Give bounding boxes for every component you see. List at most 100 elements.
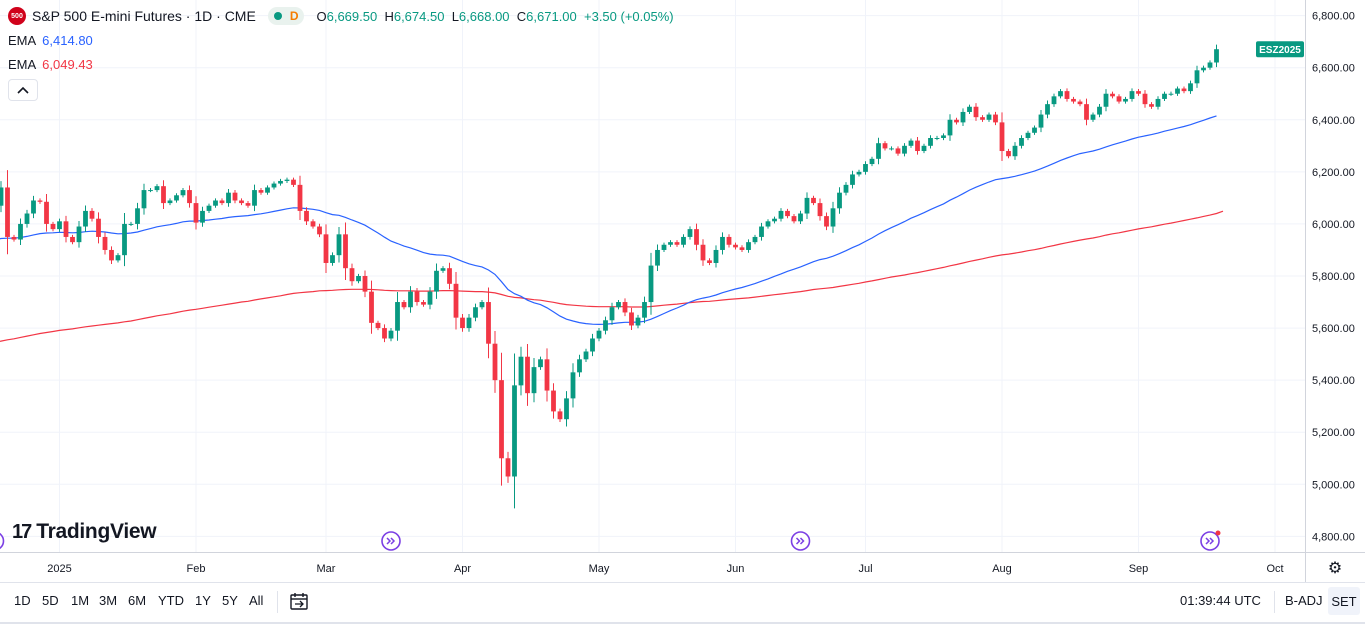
event-marker-icon[interactable]: [1200, 531, 1220, 551]
event-marker-icon[interactable]: [0, 532, 5, 550]
ohlc-close: C6,671.00: [516, 8, 577, 24]
gear-icon[interactable]: ⚙: [1327, 560, 1343, 577]
candle-up: [1058, 89, 1063, 99]
candle-up: [1012, 142, 1018, 160]
ema-fast-value: 6,414.80: [42, 33, 93, 48]
candle-up: [603, 316, 608, 335]
candle-down: [375, 320, 381, 331]
candle-up: [655, 244, 660, 272]
candle-up: [180, 187, 186, 198]
legend-collapse-button[interactable]: [8, 79, 38, 101]
ema-slow-label: EMA: [8, 57, 37, 72]
candle-down: [824, 212, 829, 231]
ohlc-values: O6,669.50 H6,674.50 L6,668.00 C6,671.00 …: [316, 9, 673, 24]
candle-up: [1188, 80, 1193, 94]
candle-up: [531, 358, 537, 403]
y-tick-label: 5,200.00: [1312, 427, 1355, 439]
candle-down: [1077, 99, 1083, 107]
candle-down: [707, 258, 712, 266]
candle-up: [24, 209, 30, 228]
candle-up: [57, 218, 62, 232]
candle-down: [414, 287, 420, 306]
ema-fast-line: [0, 115, 1217, 326]
price-axis[interactable]: 6,800.00 6,600.00 6,400.00 6,200.00 6,000.00…: [1256, 0, 1355, 582]
candle-up: [1019, 135, 1024, 149]
candle-down: [882, 141, 888, 151]
candle-up: [1207, 60, 1213, 70]
candle-up: [778, 208, 784, 222]
tradingview-wordmark: TradingView: [36, 520, 157, 543]
candle-down: [44, 194, 49, 232]
range-1d-button[interactable]: 1D: [14, 593, 31, 608]
candle-up: [278, 178, 283, 186]
candle-down: [499, 352, 504, 486]
candle-up: [616, 299, 621, 310]
candle-up: [668, 240, 673, 247]
candle-up: [837, 187, 842, 214]
candle-up: [1051, 93, 1057, 107]
y-tick-label: 6,000.00: [1312, 219, 1355, 231]
range-5d-button[interactable]: 5D: [42, 593, 59, 608]
candle-up: [765, 219, 771, 229]
candle-up: [804, 192, 810, 219]
range-ytd-button[interactable]: YTD: [158, 593, 184, 608]
candle-down: [297, 175, 303, 221]
ema-fast-legend[interactable]: EMA 6,414.80: [8, 33, 93, 48]
candle-up: [0, 181, 4, 213]
candle-up: [876, 137, 881, 165]
candle-up: [200, 206, 205, 227]
session-toggle-button[interactable]: SET: [1328, 587, 1360, 615]
market-status-pill[interactable]: D: [267, 7, 305, 25]
candle-up: [577, 354, 582, 377]
candle-down: [193, 196, 199, 230]
chevron-up-icon: [17, 86, 29, 94]
ema-slow-legend[interactable]: EMA 6,049.43: [8, 57, 93, 72]
range-1y-button[interactable]: 1Y: [195, 593, 211, 608]
range-5y-button[interactable]: 5Y: [222, 593, 238, 608]
event-markers: [0, 530, 1221, 551]
candle-up: [635, 314, 641, 329]
x-tick-label: 2025: [47, 563, 71, 575]
candle-down: [622, 298, 628, 317]
candle-up: [642, 296, 647, 324]
range-3m-button[interactable]: 3M: [99, 593, 118, 608]
candle-down: [161, 180, 166, 210]
back-adjust-toggle[interactable]: B-ADJ: [1285, 593, 1323, 608]
event-marker-icon[interactable]: [790, 531, 811, 551]
candle-down: [245, 201, 251, 208]
candle-up: [479, 299, 485, 310]
candle-down: [369, 280, 374, 334]
utc-clock[interactable]: 01:39:44 UTC: [1180, 593, 1261, 608]
candle-up: [1103, 89, 1109, 112]
candle-up: [902, 143, 907, 157]
calendar-range-icon[interactable]: [288, 590, 310, 612]
candle-down: [323, 224, 329, 274]
candle-up: [128, 221, 134, 227]
range-all-button[interactable]: All: [249, 593, 264, 608]
x-tick-label: Mar: [317, 563, 336, 575]
candle-up: [473, 303, 478, 322]
range-1m-button[interactable]: 1M: [71, 593, 90, 608]
toolbar-divider: [277, 591, 278, 613]
candle-up: [869, 156, 875, 167]
candle-down: [37, 198, 43, 204]
candle-down: [525, 343, 530, 406]
candle-down: [291, 177, 296, 187]
price-chart[interactable]: 6,800.00 6,600.00 6,400.00 6,200.00 6,000.00…: [0, 0, 1365, 582]
candle-up: [921, 143, 927, 154]
time-axis[interactable]: 2025 Feb Mar Apr May Jun Jul Aug Sep Oct: [0, 552, 1365, 576]
candle-down: [1149, 102, 1154, 109]
candle-down: [102, 232, 108, 255]
candle-up: [908, 138, 914, 148]
symbol-title[interactable]: S&P 500 E-mini Futures · 1D · CME: [32, 8, 256, 24]
candle-up: [18, 218, 23, 246]
candle-down: [453, 271, 459, 330]
ema-slow-value: 6,049.43: [42, 57, 93, 72]
tradingview-logo[interactable]: 17 TradingView: [12, 520, 157, 544]
candle-down: [999, 112, 1005, 162]
range-6m-button[interactable]: 6M: [128, 593, 147, 608]
symbol-header: 500 S&P 500 E-mini Futures · 1D · CME D …: [8, 6, 674, 26]
candle-up: [1123, 96, 1128, 104]
event-marker-icon[interactable]: [381, 531, 401, 551]
y-tick-label: 5,800.00: [1312, 271, 1355, 283]
